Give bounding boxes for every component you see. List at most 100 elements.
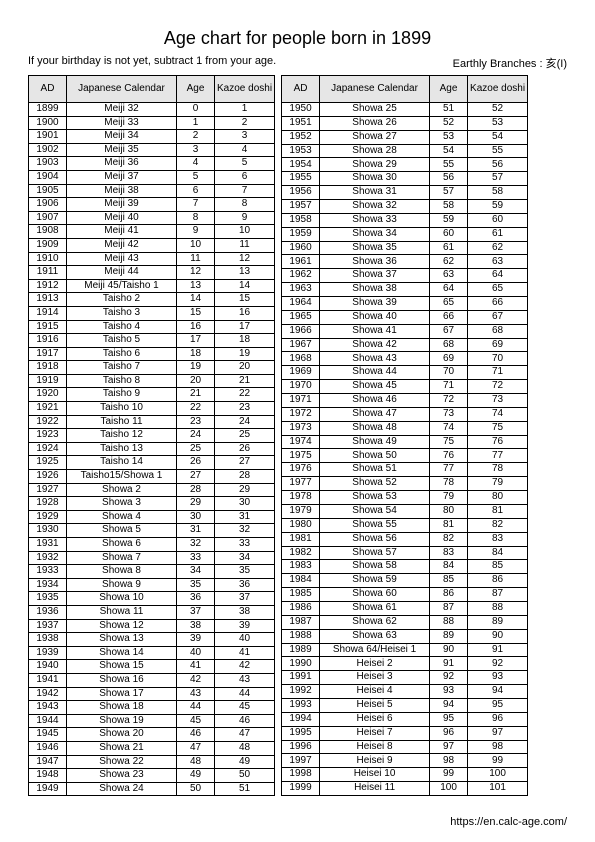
cell-kz: 74	[468, 407, 528, 421]
cell-age: 61	[430, 241, 468, 255]
cell-jp: Showa 13	[67, 633, 177, 647]
cell-ad: 1902	[29, 143, 67, 157]
cell-age: 16	[177, 320, 215, 334]
cell-jp: Showa 5	[67, 524, 177, 538]
cell-kz: 67	[468, 310, 528, 324]
cell-kz: 40	[215, 633, 275, 647]
cell-jp: Taisho 11	[67, 415, 177, 429]
table-row: 1958Showa 335960	[282, 213, 528, 227]
cell-kz: 42	[215, 660, 275, 674]
cell-kz: 82	[468, 518, 528, 532]
cell-ad: 1906	[29, 198, 67, 212]
page-title: Age chart for people born in 1899	[28, 28, 567, 49]
table-row: 1969Showa 447071	[282, 366, 528, 380]
cell-ad: 1994	[282, 712, 320, 726]
cell-kz: 35	[215, 565, 275, 579]
cell-age: 94	[430, 698, 468, 712]
cell-kz: 89	[468, 615, 528, 629]
cell-age: 68	[430, 338, 468, 352]
cell-ad: 1974	[282, 435, 320, 449]
cell-age: 80	[430, 504, 468, 518]
cell-jp: Taisho 6	[67, 347, 177, 361]
cell-ad: 1976	[282, 463, 320, 477]
cell-jp: Showa 50	[320, 449, 430, 463]
cell-jp: Showa 59	[320, 574, 430, 588]
cell-kz: 15	[215, 293, 275, 307]
table-row: 1906Meiji 3978	[29, 198, 275, 212]
cell-age: 55	[430, 158, 468, 172]
cell-ad: 1955	[282, 172, 320, 186]
cell-jp: Showa 16	[67, 673, 177, 687]
cell-ad: 1973	[282, 421, 320, 435]
cell-jp: Showa 57	[320, 546, 430, 560]
cell-ad: 1958	[282, 213, 320, 227]
table-row: 1914Taisho 31516	[29, 306, 275, 320]
table-row: 1939Showa 144041	[29, 646, 275, 660]
cell-jp: Showa 22	[67, 755, 177, 769]
col-header-jp: Japanese Calendar	[320, 76, 430, 103]
cell-age: 14	[177, 293, 215, 307]
table-row: 1991Heisei 39293	[282, 671, 528, 685]
cell-age: 49	[177, 769, 215, 783]
cell-jp: Heisei 5	[320, 698, 430, 712]
cell-age: 39	[177, 633, 215, 647]
subtitle-left: If your birthday is not yet, subtract 1 …	[28, 55, 276, 71]
table-row: 1982Showa 578384	[282, 546, 528, 560]
table-row: 1948Showa 234950	[29, 769, 275, 783]
table-row: 1940Showa 154142	[29, 660, 275, 674]
subtitle-right: Earthly Branches : 亥(I)	[453, 55, 567, 71]
age-table-left: AD Japanese Calendar Age Kazoe doshi 189…	[28, 75, 275, 796]
cell-kz: 9	[215, 211, 275, 225]
cell-jp: Showa 20	[67, 728, 177, 742]
cell-age: 88	[430, 615, 468, 629]
cell-kz: 83	[468, 532, 528, 546]
table-row: 1992Heisei 49394	[282, 685, 528, 699]
table-row: 1944Showa 194546	[29, 714, 275, 728]
cell-jp: Showa 31	[320, 186, 430, 200]
table-row: 1959Showa 346061	[282, 227, 528, 241]
cell-jp: Showa 44	[320, 366, 430, 380]
table-row: 1963Showa 386465	[282, 283, 528, 297]
cell-ad: 1943	[29, 701, 67, 715]
cell-jp: Meiji 41	[67, 225, 177, 239]
cell-age: 87	[430, 601, 468, 615]
cell-ad: 1914	[29, 306, 67, 320]
table-row: 1981Showa 568283	[282, 532, 528, 546]
table-row: 1943Showa 184445	[29, 701, 275, 715]
table-row: 1922Taisho 112324	[29, 415, 275, 429]
table-row: 1934Showa 93536	[29, 578, 275, 592]
table-row: 1957Showa 325859	[282, 200, 528, 214]
table-row: 1947Showa 224849	[29, 755, 275, 769]
cell-ad: 1990	[282, 657, 320, 671]
cell-kz: 66	[468, 297, 528, 311]
cell-jp: Showa 9	[67, 578, 177, 592]
cell-kz: 97	[468, 726, 528, 740]
cell-ad: 1949	[29, 782, 67, 796]
cell-kz: 38	[215, 605, 275, 619]
cell-kz: 95	[468, 698, 528, 712]
table-row: 1972Showa 477374	[282, 407, 528, 421]
cell-age: 50	[177, 782, 215, 796]
cell-age: 11	[177, 252, 215, 266]
cell-kz: 64	[468, 269, 528, 283]
table-row: 1911Meiji 441213	[29, 266, 275, 280]
cell-kz: 79	[468, 477, 528, 491]
cell-age: 19	[177, 361, 215, 375]
table-row: 1913Taisho 21415	[29, 293, 275, 307]
cell-ad: 1975	[282, 449, 320, 463]
cell-ad: 1904	[29, 170, 67, 184]
cell-jp: Taisho 9	[67, 388, 177, 402]
cell-ad: 1932	[29, 551, 67, 565]
cell-ad: 1991	[282, 671, 320, 685]
cell-kz: 65	[468, 283, 528, 297]
cell-ad: 1923	[29, 429, 67, 443]
cell-ad: 1965	[282, 310, 320, 324]
cell-ad: 1950	[282, 103, 320, 117]
table-row: 1971Showa 467273	[282, 394, 528, 408]
table-row: 1964Showa 396566	[282, 297, 528, 311]
cell-jp: Meiji 32	[67, 103, 177, 117]
cell-age: 72	[430, 394, 468, 408]
cell-kz: 86	[468, 574, 528, 588]
cell-kz: 28	[215, 470, 275, 484]
cell-ad: 1972	[282, 407, 320, 421]
